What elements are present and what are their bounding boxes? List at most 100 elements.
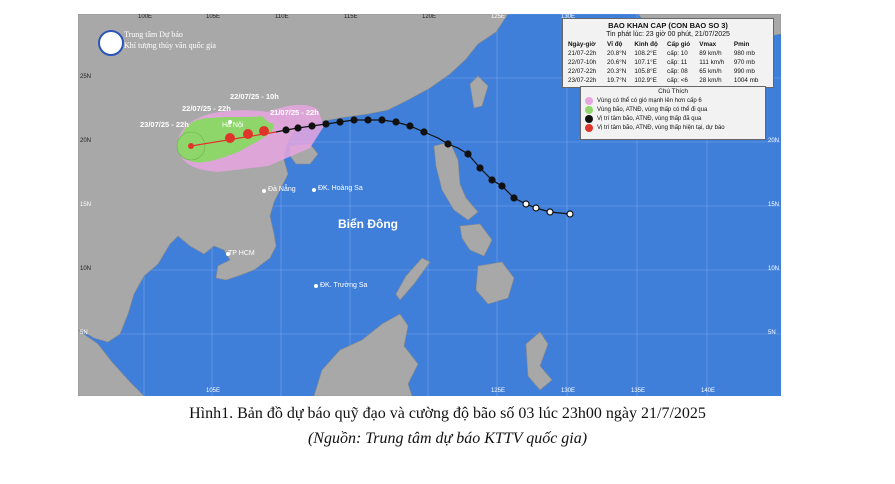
- agency-line-1: Trung tâm Dự báo: [124, 30, 183, 39]
- label-bien-dong: Biển Đông: [338, 217, 398, 231]
- mindanao: [475, 261, 515, 305]
- hanoi-marker: [228, 120, 232, 124]
- cell: 102.9°E: [634, 77, 657, 84]
- cell: 105.8°E: [634, 68, 657, 75]
- legend-swatch-black: [585, 115, 593, 123]
- lat-label-20n: 20N: [80, 138, 92, 144]
- lat-label-10n: 10N: [80, 266, 92, 272]
- luzon: [433, 141, 479, 221]
- label-danang: Đà Nẵng: [268, 186, 296, 193]
- forecast-centers: [188, 126, 277, 149]
- hoangsa-marker: [312, 188, 316, 192]
- legend-item-label: Vị trí tâm bão, ATNĐ, vùng thấp hiện tại…: [597, 125, 725, 131]
- past-track: [275, 116, 574, 218]
- bulletin-header-row: Ngày-giờ Vĩ độ Kinh độ Cấp gió Vmax Pmin: [567, 40, 767, 49]
- cell: 20.3°N: [607, 68, 627, 75]
- lat-label-25n: 25N: [80, 74, 92, 80]
- col-lat: Vĩ độ: [607, 41, 623, 48]
- cell: 89 km/h: [699, 50, 722, 57]
- forecast-label-2: 22/07/25 - 22h: [182, 104, 231, 113]
- forecast-label-1: 22/07/25 - 10h: [230, 92, 279, 101]
- bulletin-title: BAO KHAN CAP (CON BAO SO 3): [608, 21, 728, 30]
- cell: 980 mb: [733, 50, 755, 57]
- label-hcm: TP HCM: [228, 250, 255, 257]
- sulawesi: [525, 331, 553, 391]
- cell: 107.1°E: [634, 59, 657, 66]
- lon-label-105e-bottom: 105E: [206, 388, 221, 394]
- lat-label-20n-right: 20N: [768, 138, 780, 144]
- borneo: [313, 313, 419, 396]
- lon-label-130e: 130E: [561, 14, 576, 20]
- cell: 990 mb: [733, 68, 755, 75]
- cell: 65 km/h: [699, 68, 722, 75]
- lon-label-125e-bottom: 125E: [491, 388, 506, 394]
- lon-label-135e-bottom: 135E: [631, 388, 646, 394]
- lon-label-115e: 115E: [344, 14, 358, 20]
- cell: 20.6°N: [607, 59, 627, 66]
- cell: 21/07-22h: [568, 50, 597, 57]
- legend-item: Vùng có thể có gió mạnh lên hơn cấp 6: [585, 97, 765, 105]
- forecast-label-3: 23/07/25 - 22h: [140, 120, 189, 129]
- legend-swatch-red: [585, 124, 593, 132]
- legend-item: Vùng bão, ATNĐ, vùng thấp có thể đi qua: [585, 106, 765, 114]
- col-wind: Cấp gió: [667, 41, 691, 48]
- table-row: 22/07-10h 20.6°N 107.1°E cấp: 11 111 km/…: [567, 58, 767, 67]
- lon-label-110e: 110E: [275, 14, 289, 20]
- legend-item: Vị trí tâm bão, ATNĐ, vùng thấp đã qua: [585, 115, 765, 123]
- lat-label-5n: 5N: [80, 330, 88, 336]
- lat-label-10n-right: 10N: [768, 266, 780, 272]
- legend-item-label: Vùng có thể có gió mạnh lên hơn cấp 6: [597, 98, 702, 104]
- danang-marker: [262, 189, 266, 193]
- forecast-center-0: [259, 126, 269, 136]
- legend-item-label: Vùng bão, ATNĐ, vùng thấp có thể đi qua: [597, 107, 708, 113]
- forecast-center-3: [188, 143, 194, 149]
- agency-logo: [98, 30, 124, 56]
- label-hanoi: Hà Nội: [222, 122, 244, 129]
- col-vmax: Vmax: [699, 41, 717, 48]
- table-row: 21/07-22h 20.8°N 108.2°E cấp: 10 89 km/h…: [567, 49, 767, 58]
- figure-caption: Hình1. Bản đồ dự báo quỹ đạo và cường độ…: [189, 405, 706, 422]
- cell: 1004 mb: [733, 77, 759, 84]
- legend-swatch-green: [585, 106, 593, 114]
- forecast-center-1: [243, 129, 253, 139]
- cell: 19.7°N: [607, 77, 627, 84]
- cell: 23/07-22h: [568, 77, 597, 84]
- lat-label-15n: 15N: [80, 202, 92, 208]
- legend-title: Chú Thích: [658, 88, 688, 95]
- cell: cấp: 08: [667, 68, 688, 75]
- col-pmin: Pmin: [733, 41, 750, 48]
- cell: 22/07-22h: [568, 68, 597, 75]
- cell: 111 km/h: [699, 59, 725, 66]
- forecast-center-2: [225, 133, 235, 143]
- lon-label-140e-bottom: 140E: [701, 388, 716, 394]
- lon-label-105e: 105E: [206, 14, 221, 20]
- table-row: 23/07-22h 19.7°N 102.9°E cấp: <6 28 km/h…: [567, 76, 767, 85]
- visayas: [459, 223, 493, 257]
- forecast-label-0: 21/07/25 - 22h: [270, 108, 319, 117]
- legend-swatch-pink: [585, 97, 593, 105]
- col-time: Ngày-giờ: [568, 41, 596, 48]
- label-hoangsa: ĐK. Hoàng Sa: [318, 185, 363, 192]
- legend-box: Chú Thích Vùng có thể có gió mạnh lên hơ…: [580, 86, 766, 140]
- cell: cấp: <6: [667, 77, 688, 84]
- legend-item: Vị trí tâm bão, ATNĐ, vùng thấp hiện tại…: [585, 124, 765, 132]
- malay-peninsula: [78, 329, 145, 396]
- cell: 970 mb: [733, 59, 755, 66]
- bulletin-table: Ngày-giờ Vĩ độ Kinh độ Cấp gió Vmax Pmin…: [567, 40, 767, 85]
- table-row: 22/07-22h 20.3°N 105.8°E cấp: 08 65 km/h…: [567, 67, 767, 76]
- palawan: [395, 257, 431, 301]
- cell: cấp: 10: [667, 50, 688, 57]
- bulletin-box: BAO KHAN CAP (CON BAO SO 3) Tin phát lúc…: [562, 18, 774, 88]
- mainland-asia: [78, 14, 509, 343]
- agency-line-2: Khí tượng thủy văn quốc gia: [124, 41, 216, 50]
- lat-label-5n-right: 5N: [768, 330, 776, 336]
- storm-track-map: Trung tâm Dự báo Khí tượng thủy văn quốc…: [78, 14, 781, 396]
- hcm-marker: [226, 252, 230, 256]
- lat-label-15n-right: 15N: [768, 202, 780, 208]
- label-truongsa: ĐK. Trường Sa: [320, 282, 368, 289]
- lon-label-120e: 120E: [422, 14, 437, 20]
- cell: 108.2°E: [634, 50, 657, 57]
- legend-item-label: Vị trí tâm bão, ATNĐ, vùng thấp đã qua: [597, 116, 702, 122]
- cell: 20.8°N: [607, 50, 627, 57]
- cell: 28 km/h: [699, 77, 722, 84]
